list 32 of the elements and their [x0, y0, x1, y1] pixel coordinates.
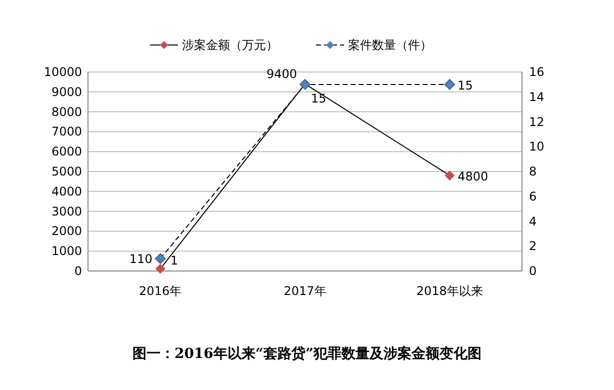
x-tick-label: 2018年以来: [416, 284, 483, 298]
y-tick-label: 0: [74, 264, 82, 278]
y2-tick-label: 2: [529, 239, 537, 254]
y2-tick-label: 16: [529, 65, 544, 79]
data-label: 4800: [458, 169, 488, 184]
y2-tick-label: 14: [529, 90, 544, 104]
legend-label: 涉案金额（万元）: [182, 38, 278, 52]
legend-label: 案件数量（件）: [348, 38, 432, 52]
data-label: 15: [458, 78, 473, 92]
data-label: 9400: [266, 66, 297, 81]
y2-tick-label: 8: [529, 164, 537, 178]
y2-tick-label: 0: [529, 264, 537, 278]
y-tick-label: 9000: [51, 84, 82, 99]
y-tick-label: 1000: [51, 244, 82, 258]
y2-tick-label: 10: [529, 140, 544, 154]
y2-tick-label: 12: [529, 114, 544, 129]
y2-tick-label: 6: [529, 189, 537, 204]
data-label: 15: [311, 91, 326, 106]
y-tick-label: 3000: [51, 204, 82, 218]
x-tick-label: 2016年: [139, 284, 182, 298]
data-label: 1: [170, 254, 178, 268]
y-tick-label: 8000: [51, 104, 82, 119]
y2-tick-label: 4: [529, 214, 537, 228]
y-tick-label: 6000: [51, 144, 82, 159]
data-label: 110: [129, 252, 152, 266]
y-tick-label: 5000: [51, 164, 82, 178]
y-tick-label: 4000: [51, 184, 82, 198]
y-tick-label: 10000: [44, 65, 82, 79]
text: 图一：2016年以来“套路贷”犯罪数量及涉案金额变化图: [132, 345, 482, 362]
x-tick-label: 2017年: [284, 284, 326, 298]
y-tick-label: 7000: [51, 124, 82, 139]
y-tick-label: 2000: [51, 224, 82, 238]
